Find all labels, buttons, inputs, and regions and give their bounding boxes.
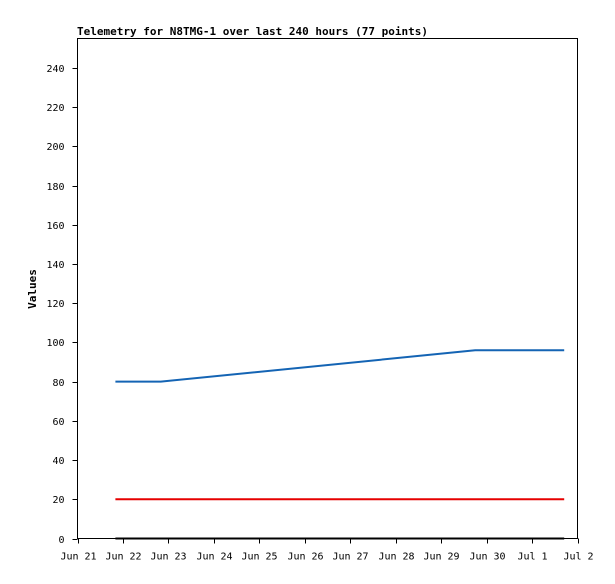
y-tick-label: 160 (46, 221, 64, 232)
y-tick-label: 60 (52, 417, 64, 428)
y-axis: 0 20 40 60 80 100 120 140 160 180 200 220 240 (46, 64, 78, 546)
x-tick-label: Jun 25 (241, 552, 277, 563)
x-tick-label: Jun 22 (105, 552, 141, 563)
y-tick-label: 140 (46, 260, 64, 271)
x-tick-label: Jun 30 (469, 552, 505, 563)
x-tick-label: Jun 27 (332, 552, 368, 563)
y-axis-title: Values (26, 269, 39, 309)
chart-title: Telemetry for N8TMG-1 over last 240 hour… (77, 25, 428, 38)
y-tick-label: 200 (46, 142, 64, 153)
y-tick-label: 240 (46, 64, 64, 75)
y-tick-label: 220 (46, 103, 64, 114)
y-tick-label: 180 (46, 182, 64, 193)
plot-frame (77, 38, 578, 539)
y-tick-label: 100 (46, 338, 64, 349)
y-tick-label: 80 (52, 378, 64, 389)
y-tick-label: 40 (52, 456, 64, 467)
x-tick-label: Jun 21 (60, 552, 96, 563)
series-line (115, 349, 565, 383)
y-tick-label: 120 (46, 299, 64, 310)
series-layer (115, 349, 565, 540)
x-tick-label: Jul 1 (517, 552, 547, 563)
x-tick-label: Jun 26 (287, 552, 323, 563)
x-axis: Jun 21 Jun 22 Jun 23 Jun 24 Jun 25 Jun 26 Jun … (60, 538, 594, 563)
x-tick-label: Jul 2 (563, 552, 593, 563)
x-tick-label: Jun 23 (150, 552, 186, 563)
x-tick-label: Jun 24 (196, 552, 232, 563)
y-tick-label: 0 (58, 535, 64, 546)
y-tick-label: 20 (52, 495, 64, 506)
x-tick-label: Jun 28 (378, 552, 414, 563)
x-tick-label: Jun 29 (423, 552, 459, 563)
